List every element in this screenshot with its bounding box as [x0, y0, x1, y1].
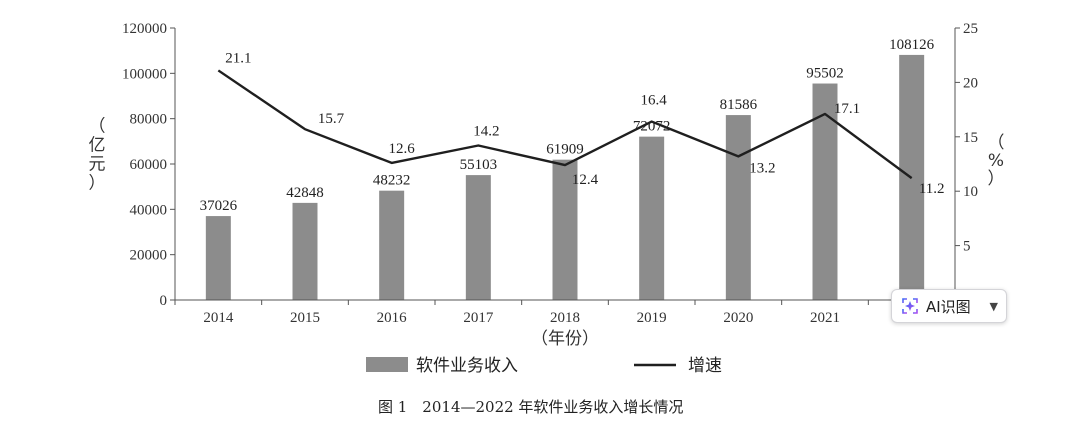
legend-bar-label: 软件业务收入: [416, 356, 518, 376]
left-tick-label: 0: [160, 293, 168, 309]
figure-caption: 图 1 2014—2022 年软件业务收入增长情况: [378, 398, 683, 416]
line-value-label: 12.6: [389, 141, 416, 157]
line-value-label: 14.2: [473, 124, 499, 140]
x-tick-label: 2015: [290, 310, 320, 326]
x-tick-label: 2014: [203, 310, 234, 326]
line-value-label: 17.1: [834, 101, 860, 117]
left-axis-title: （亿元）: [89, 117, 106, 194]
bar-value-label: 95502: [806, 66, 844, 82]
right-tick-label: 25: [963, 21, 978, 37]
bar-value-label: 48232: [373, 173, 411, 189]
x-tick-label: 2021: [810, 310, 840, 326]
left-tick-label: 20000: [130, 248, 168, 264]
ai-recognize-label: AI识图: [926, 297, 971, 316]
line-value-label: 13.2: [749, 160, 775, 176]
bar-value-label: 81586: [720, 97, 758, 113]
left-tick-label: 40000: [130, 202, 168, 218]
line-value-label: 12.4: [572, 172, 599, 188]
x-tick-label: 2017: [463, 310, 494, 326]
bar-value-label: 108126: [889, 37, 935, 53]
bar-2014: [205, 216, 231, 300]
bar-value-label: 42848: [286, 185, 324, 201]
right-tick-label: 20: [963, 75, 978, 91]
x-tick-label: 2016: [377, 310, 408, 326]
right-tick-label: 10: [963, 184, 978, 200]
left-tick-label: 120000: [122, 21, 167, 37]
bar-2015: [292, 202, 318, 300]
bar-value-label: 55103: [460, 157, 498, 173]
bar-2018: [552, 159, 578, 300]
bar-value-label: 72072: [633, 119, 671, 135]
x-axis-title: （年份）: [531, 329, 599, 349]
bar-value-label: 61909: [546, 142, 584, 158]
x-tick-label: 2018: [550, 310, 580, 326]
bar-value-label: 37026: [200, 198, 238, 214]
sparkle-icon: [900, 296, 920, 316]
ai-recognize-button[interactable]: AI识图 ▼: [891, 289, 1007, 323]
right-tick-label: 5: [963, 239, 971, 255]
bar-2020: [725, 115, 751, 300]
bar-2017: [465, 175, 491, 300]
line-value-label: 11.2: [919, 181, 945, 197]
x-tick-label: 2020: [723, 310, 753, 326]
legend: 软件业务收入 增速: [366, 356, 722, 376]
legend-bar-swatch: [366, 357, 408, 372]
line-value-label: 21.1: [225, 50, 251, 66]
left-tick-label: 80000: [130, 112, 168, 128]
left-tick-label: 60000: [130, 157, 168, 173]
right-tick-label: 15: [963, 130, 978, 146]
growth-line: [217, 69, 913, 180]
bar-2019: [639, 136, 665, 300]
bar-2016: [379, 190, 405, 300]
chevron-down-icon: ▼: [989, 299, 998, 313]
left-tick-label: 100000: [122, 66, 167, 82]
right-axis-title: （%）: [988, 133, 1005, 189]
line-value-label: 16.4: [641, 93, 668, 109]
x-tick-label: 2019: [637, 310, 667, 326]
line-value-label: 15.7: [318, 111, 345, 127]
legend-line-label: 增速: [688, 356, 722, 376]
